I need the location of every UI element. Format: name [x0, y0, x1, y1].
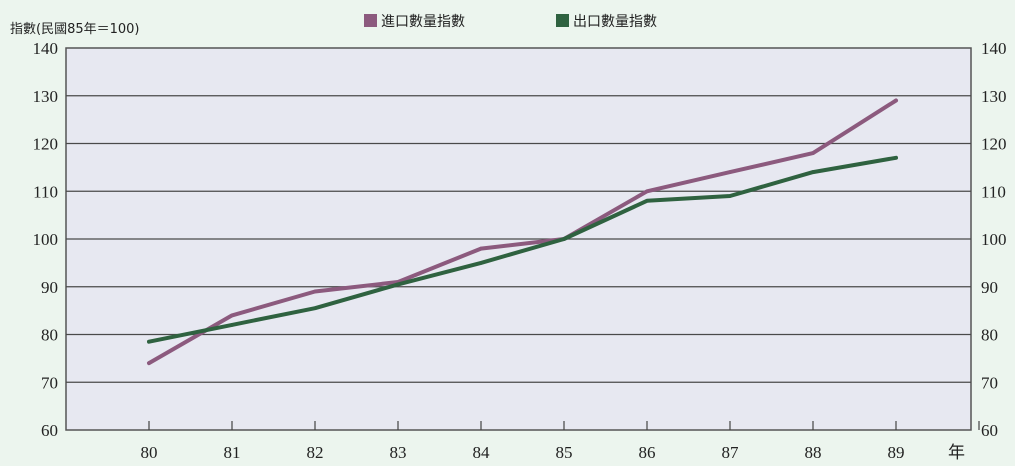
x-tick-88: 88 — [805, 443, 822, 462]
legend: 進口數量指數 出口數量指數 — [364, 14, 657, 30]
x-tick-87: 87 — [722, 443, 740, 462]
y-tick-left-90: 90 — [41, 278, 58, 297]
y-tick-left-80: 80 — [41, 326, 58, 345]
legend-label-export: 出口數量指數 — [573, 14, 657, 30]
data-point-0-1 — [230, 313, 234, 318]
data-point-0-7 — [728, 170, 732, 174]
y-tick-left-130: 130 — [33, 87, 59, 106]
series-line-1 — [147, 155, 898, 344]
y-axis-left: 60 70 80 90 100 110 120 130 140 — [33, 39, 59, 440]
data-point-0-0 — [147, 361, 151, 365]
y-tick-right-70: 70 — [981, 373, 998, 392]
data-point-0-4 — [479, 246, 483, 251]
y-tick-right-100: 100 — [981, 230, 1007, 249]
series-line-0 — [147, 98, 898, 366]
y-tick-right-110: 110 — [981, 182, 1006, 201]
y-axis-label: 指數(民國85年＝100) — [10, 22, 140, 37]
y-tick-right-60: 60 — [981, 421, 998, 440]
x-tick-86: 86 — [639, 443, 656, 462]
legend-swatch-import — [364, 14, 377, 27]
x-axis: 80 81 82 83 84 85 86 87 88 89 — [141, 421, 980, 462]
x-tick-85: 85 — [556, 443, 573, 462]
y-tick-left-120: 120 — [33, 135, 59, 154]
x-tick-89: 89 — [888, 443, 905, 462]
data-point-1-3 — [396, 282, 400, 287]
y-axis-right: 60 70 80 90 100 110 120 130 140 — [981, 39, 1007, 440]
y-tick-left-60: 60 — [41, 421, 58, 440]
x-tick-84: 84 — [473, 443, 491, 462]
series-lines — [147, 98, 898, 366]
x-axis-label: 年 — [948, 443, 965, 462]
y-tick-right-130: 130 — [981, 87, 1007, 106]
data-point-1-2 — [313, 306, 317, 311]
data-point-1-4 — [479, 261, 483, 265]
legend-label-import: 進口數量指數 — [381, 14, 465, 30]
y-tick-right-80: 80 — [981, 326, 998, 345]
y-tick-left-110: 110 — [33, 182, 58, 201]
data-point-1-6 — [645, 199, 649, 203]
data-point-0-8 — [811, 151, 815, 155]
data-point-0-6 — [645, 189, 649, 194]
data-point-1-7 — [728, 194, 732, 198]
y-tick-right-120: 120 — [981, 135, 1007, 154]
data-point-0-2 — [313, 289, 317, 294]
x-tick-80: 80 — [141, 443, 158, 462]
y-tick-left-100: 100 — [33, 230, 59, 249]
data-point-1-5 — [562, 237, 566, 241]
y-tick-right-90: 90 — [981, 278, 998, 297]
y-tick-right-140: 140 — [981, 39, 1007, 58]
data-point-0-9 — [894, 98, 898, 103]
data-point-1-8 — [811, 170, 815, 174]
y-tick-left-140: 140 — [33, 39, 59, 58]
x-tick-83: 83 — [390, 443, 407, 462]
data-point-1-9 — [894, 156, 898, 160]
legend-swatch-export — [556, 14, 569, 27]
x-tick-82: 82 — [307, 443, 324, 462]
data-point-1-1 — [230, 323, 234, 327]
data-point-1-0 — [147, 339, 151, 344]
x-tick-81: 81 — [224, 443, 241, 462]
gridlines — [66, 95, 971, 383]
y-tick-left-70: 70 — [41, 373, 58, 392]
